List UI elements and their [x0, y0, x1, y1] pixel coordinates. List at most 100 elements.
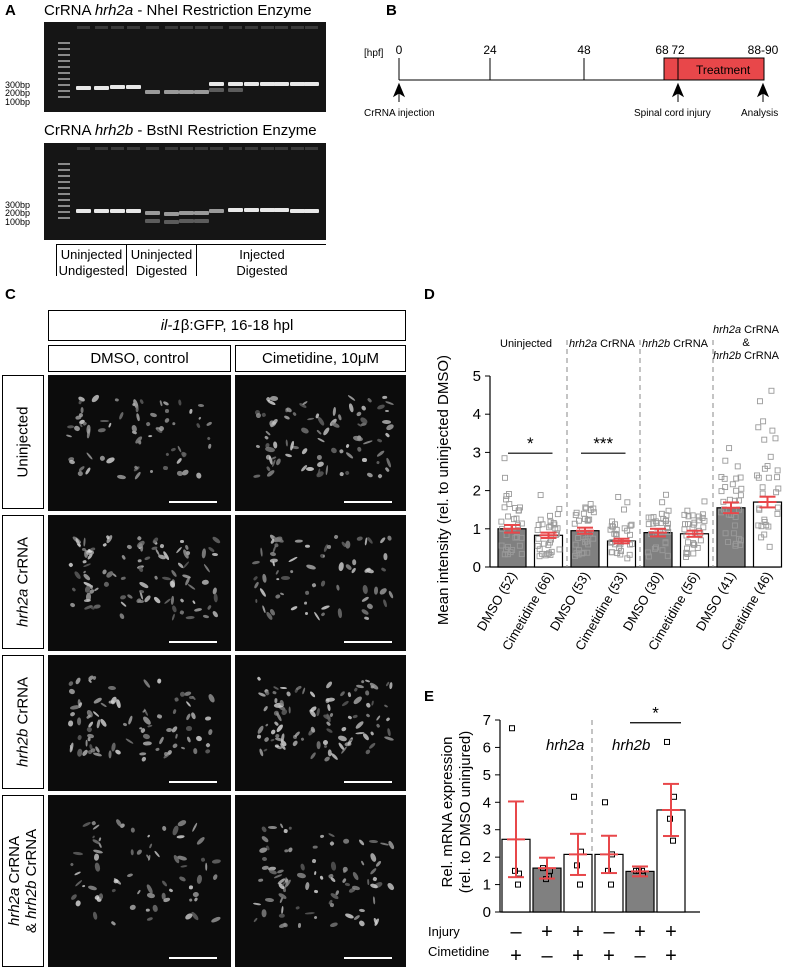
chart-d-point: [546, 524, 553, 531]
chart-d-point: [701, 517, 708, 524]
chart-e-injury-sign: –: [510, 921, 522, 943]
cell-blob: [149, 412, 158, 418]
cell-blob: [206, 436, 211, 442]
gel2-title-pre: CrRNA: [44, 122, 95, 139]
chart-d-point: [590, 535, 597, 542]
group-label-2: Uninjected Digested: [127, 247, 196, 279]
chart-d-point: [663, 491, 669, 498]
row-cimetidine-label: Cimetidine: [428, 944, 489, 959]
cell-blob: [382, 598, 388, 608]
cell-blob: [176, 445, 182, 453]
panel-label-c: C: [5, 286, 16, 303]
cell-blob: [319, 875, 324, 881]
cell-blob: [326, 544, 332, 550]
well-9: [229, 26, 242, 29]
col-header-cimetidine: Cimetidine, 10μM: [235, 345, 406, 372]
gel2-bp-100: 100bp: [5, 217, 31, 227]
cell-blob: [207, 443, 212, 450]
cell-blob: [126, 593, 134, 599]
chart-d-point: [774, 467, 781, 474]
cell-blob: [386, 535, 393, 542]
cell-blob: [352, 434, 363, 442]
gel2-lower-band: [194, 219, 209, 223]
chart-d-point: [760, 418, 767, 425]
gel1-band: [194, 90, 209, 94]
cell-blob: [180, 746, 185, 750]
cell-blob: [375, 449, 386, 458]
cell-blob: [192, 747, 197, 755]
micrograph-hrh2b-dmso: [48, 655, 231, 791]
cell-blob: [180, 540, 184, 544]
well-10: [245, 147, 258, 150]
ladder-band: [58, 217, 70, 219]
chart-d-point: [733, 487, 740, 494]
cell-blob: [275, 458, 282, 467]
cell-blob: [313, 889, 319, 894]
cell-blob: [291, 411, 297, 417]
cell-blob: [340, 699, 350, 708]
cell-blob: [383, 703, 389, 708]
cell-blob: [258, 847, 268, 854]
chart-d-point: [689, 512, 696, 519]
cell-blob: [367, 397, 373, 404]
group-sep-3: [196, 244, 197, 276]
cell-blob: [147, 834, 151, 838]
cell-blob: [321, 426, 331, 437]
cell-blob: [69, 602, 76, 609]
gel2-bp-300: 300bp: [5, 200, 31, 210]
cell-blob: [172, 421, 176, 426]
gel1-bp-100: 100bp: [5, 97, 31, 107]
cell-blob: [387, 727, 392, 737]
cell-blob: [339, 471, 345, 477]
chart-d-point: [772, 435, 779, 442]
cell-blob: [291, 739, 299, 747]
cell-blob: [251, 560, 261, 565]
chart-d-ytick-label: 1: [473, 521, 481, 538]
cell-blob: [195, 836, 206, 846]
cell-blob: [313, 870, 317, 876]
cell-blob: [385, 716, 391, 722]
cell-blob: [337, 607, 343, 618]
ladder-band: [58, 48, 70, 50]
cell-blob: [300, 426, 310, 435]
cell-blob: [130, 849, 134, 856]
cell-blob: [321, 738, 329, 746]
cell-blob: [331, 421, 341, 429]
cell-blob: [365, 713, 371, 719]
cell-blob: [165, 409, 170, 413]
cell-blob: [179, 690, 186, 697]
chart-d-point: [737, 537, 744, 544]
chart-d-point: [571, 520, 578, 527]
cell-blob: [363, 537, 368, 546]
chart-d-point: [664, 552, 671, 559]
cell-blob: [111, 888, 117, 893]
row2-gene: hrh2a: [14, 588, 32, 628]
cell-blob: [210, 916, 222, 924]
cell-blob: [364, 702, 372, 709]
chart-e-point: [608, 881, 614, 888]
col-header-dmso: DMSO, control: [48, 345, 231, 372]
gel2-band: [209, 209, 224, 213]
cell-blob: [353, 687, 359, 692]
unit-label: [hpf]: [364, 48, 384, 59]
cell-blob: [162, 576, 172, 581]
cell-blob: [386, 881, 395, 891]
cell-blob: [275, 577, 280, 581]
chart-d-point: [582, 504, 589, 511]
chart-d-point: [756, 398, 763, 405]
well-14: [305, 147, 318, 150]
cell-blob: [361, 584, 368, 594]
cell-blob: [308, 690, 316, 699]
cell-blob: [127, 873, 134, 878]
well-12: [275, 26, 288, 29]
cell-blob: [288, 826, 292, 830]
cell-blob: [168, 888, 174, 894]
cell-blob: [159, 735, 165, 744]
cell-blob: [316, 437, 325, 444]
group2-line2: Digested: [135, 263, 188, 278]
cell-blob: [185, 712, 192, 721]
cell-blob: [387, 839, 395, 850]
row-label-double: hrh2a CrRNA & hrh2b CrRNA: [2, 795, 44, 967]
cell-blob: [328, 832, 336, 838]
cell-blob: [358, 838, 366, 847]
